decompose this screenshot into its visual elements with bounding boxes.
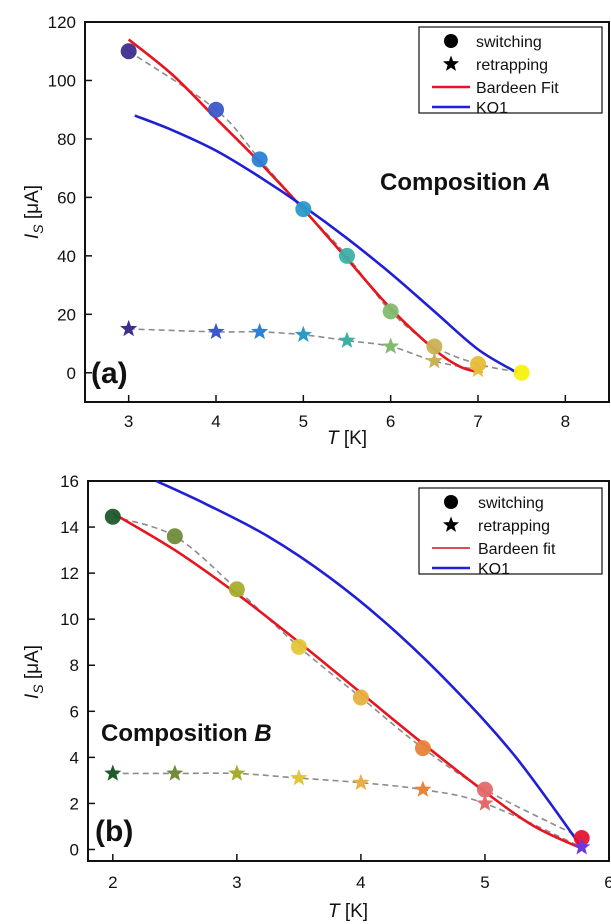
y-tick-label: 2 [70,794,79,813]
data-point-retrapping [338,331,356,348]
data-point-retrapping [573,838,591,855]
data-point-switching [208,101,224,118]
y-tick-label: 4 [70,748,79,767]
data-point-switching [120,43,137,60]
y-tick-label: 20 [57,305,76,324]
legend-label-retrapping-a: retrapping [476,57,548,74]
data-point-retrapping [166,764,184,781]
data-point-switching [382,303,399,320]
legend-label-ko1-a: KO1 [476,100,508,117]
data-point-retrapping [290,769,308,786]
y-axis-a: 0 20 40 60 80 100 120 [48,13,92,383]
data-point-retrapping [425,352,443,369]
y-tick-label: 40 [57,247,76,266]
x-tick-label: 2 [108,873,117,892]
y-tick-label: 12 [60,564,79,583]
x-tick-label: 3 [232,873,241,892]
y-tick-label: 14 [60,518,79,537]
data-point-switching [104,508,121,525]
series-connector-switching [128,50,522,374]
data-point-retrapping [476,794,494,811]
x-tick-label: 3 [124,412,133,431]
data-point-retrapping [104,764,122,781]
data-point-retrapping [120,319,138,337]
legend-label-retrapping-b: retrapping [478,518,550,535]
data-point-retrapping [382,337,400,354]
y-tick-label: 60 [57,188,76,207]
data-point-switching [414,740,431,757]
series-line-bardeen-fit [127,38,483,375]
composition-label-a: Composition A [380,169,551,196]
legend-label-switching-a: switching [476,34,542,51]
data-point-switching [290,638,307,655]
data-point-retrapping [207,322,225,340]
data-point-switching [513,364,530,381]
series-connector-switching [112,515,583,839]
x-tick-label: 6 [386,412,395,431]
y-tick-label: 120 [48,13,76,32]
x-tick-label: 5 [299,412,308,431]
legend-b: switching retrapping Bardeen fit KO1 [418,487,603,578]
legend-marker-switching-b [444,495,458,509]
x-tick-label: 5 [480,873,489,892]
y-tick-label: 16 [60,472,79,491]
y-tick-label: 0 [67,364,76,383]
legend-label-bardeen-b: Bardeen fit [478,541,556,558]
composition-label-b: Composition B [101,720,272,747]
data-point-retrapping [352,773,370,790]
panel-label-a: (a) [91,357,128,390]
data-point-switching [251,151,268,168]
legend-label-ko1-b: KO1 [478,561,510,578]
panel-label-b: (b) [95,815,133,848]
legend-marker-retrapping-a [442,55,460,71]
legend-label-bardeen-a: Bardeen Fit [476,80,559,97]
data-point-switching [476,781,493,798]
data-point-retrapping [414,780,432,797]
y-tick-label: 8 [70,656,79,675]
legend-a: switching retrapping Bardeen Fit KO1 [418,26,603,117]
x-tick-label: 4 [356,873,365,892]
y-axis-b: 0 2 4 6 8 10 12 14 16 [60,472,95,859]
y-tick-label: 10 [60,610,79,629]
x-tick-label: 6 [604,873,611,892]
chart-panel-b: 0 2 4 6 8 10 12 14 16 2 3 4 5 6 T [K] IS [μA] Compos… [22,472,611,922]
data-point-retrapping [294,325,312,343]
x-tick-label: 4 [211,412,220,431]
x-axis-label-b: T [K] [328,901,368,922]
data-point-switching [295,201,312,218]
legend-marker-switching-a [444,34,458,48]
plot-area-a [120,38,530,381]
x-axis-label-a: T [K] [327,428,367,449]
x-tick-label: 8 [561,412,570,431]
y-axis-label-a: IS [μA] [22,185,46,239]
data-point-retrapping [469,360,487,378]
chart-panel-a: 0 20 40 60 80 100 120 3 4 5 6 7 8 T [K] IS [μA] Com… [22,13,610,449]
data-point-switching [166,528,183,545]
data-point-switching [426,338,443,355]
data-point-switching [228,581,245,598]
data-point-switching [339,247,355,264]
legend-label-switching-b: switching [478,495,544,512]
y-tick-label: 100 [48,71,76,90]
y-axis-label-b: IS [μA] [22,645,46,699]
data-point-switching [573,829,590,846]
y-tick-label: 0 [70,840,79,859]
x-axis-a: 3 4 5 6 7 8 [124,395,570,431]
data-point-switching [352,689,369,706]
legend-marker-retrapping-b [442,516,460,532]
plot-area-b [104,479,591,855]
data-point-retrapping [251,322,269,340]
x-axis-b: 2 3 4 5 6 [108,854,611,892]
series-line-ko1 [155,479,583,848]
y-tick-label: 6 [70,702,79,721]
data-point-retrapping [228,764,246,781]
series-line-ko1 [134,114,518,374]
x-tick-label: 7 [473,412,482,431]
y-tick-label: 80 [57,130,76,149]
